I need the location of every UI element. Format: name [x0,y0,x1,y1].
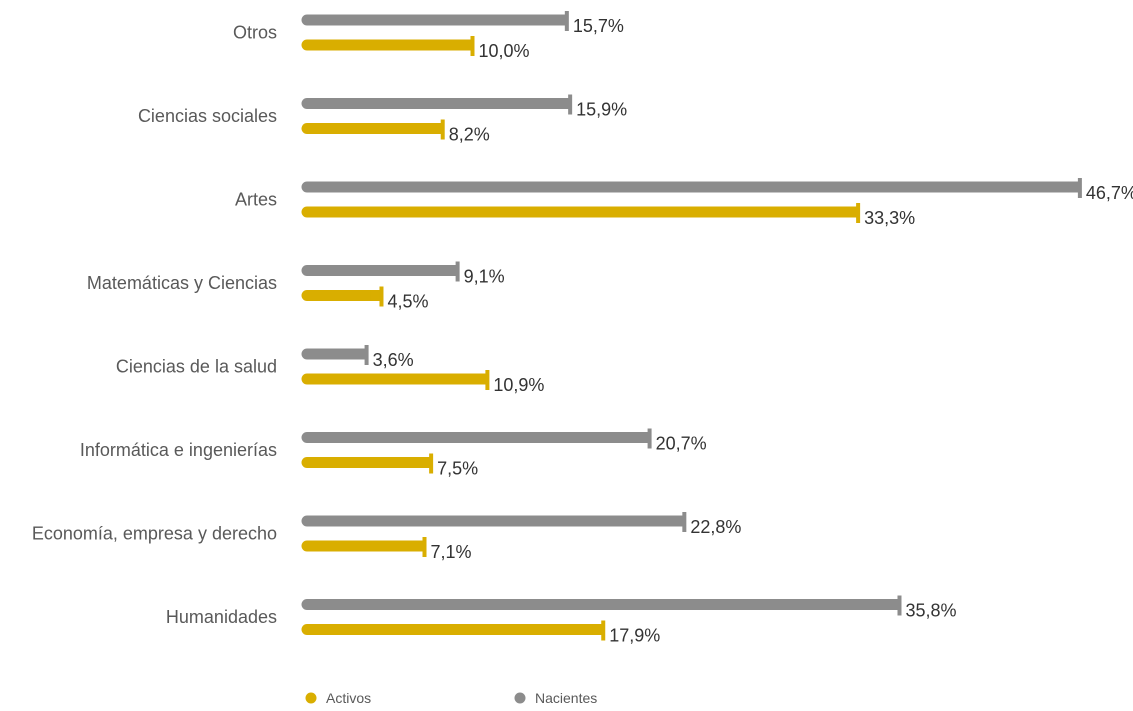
bar-end-activos [847,206,859,218]
legend-label: Activos [326,690,371,706]
bar-activos [301,290,382,301]
bar-activos [301,123,443,134]
bar-end-nacientes [355,348,367,360]
bar-nacientes [301,14,567,26]
category-label: Humanidades [166,607,277,627]
category-label: Otros [233,23,277,43]
category-group-humanidades: Humanidades 35,8% 17,9% [166,595,957,646]
bar-end-nacientes [888,599,900,610]
bar-nacientes [301,515,685,527]
category-label: Matemáticas y Ciencias [87,273,277,293]
bar-end-nacientes [638,432,650,443]
legend-label: Nacientes [535,690,597,706]
bar-activos [301,540,425,552]
bar-end-nacientes [1068,181,1080,193]
bar-nacientes [301,181,1080,193]
legend: Activos Nacientes [305,690,597,706]
bar-end-nacientes [555,14,567,26]
bar-end-tick-activos [470,36,475,56]
category-label: Informática e ingenierías [80,440,277,460]
value-label-nacientes: 46,7% [1086,183,1133,203]
bar-end-nacientes [673,515,685,527]
bar-end-activos [420,457,432,468]
bar-end-activos [370,290,382,301]
value-label-nacientes: 15,7% [573,16,624,36]
value-label-nacientes: 3,6% [373,350,414,370]
category-label: Artes [235,190,277,210]
bar-activos [301,457,432,468]
bar-end-tick-activos [856,203,861,223]
bar-activos [301,39,473,51]
value-label-activos: 8,2% [449,125,490,145]
bar-end-tick-activos [379,286,384,307]
value-label-activos: 7,1% [431,542,472,562]
bar-end-tick-activos [440,119,445,140]
bar-nacientes [301,98,571,109]
category-label: Economía, empresa y derecho [32,524,277,544]
bar-activos [301,373,488,385]
category-group-ciencias-de-la-salud: Ciencias de la salud 3,6% 10,9% [116,345,544,395]
bar-end-tick-nacientes [364,345,369,365]
value-label-nacientes: 9,1% [464,267,505,287]
bar-end-tick-nacientes [1077,178,1082,198]
bar-activos [301,206,859,218]
bar-end-tick-nacientes [455,261,460,282]
bar-end-activos [461,39,473,51]
bar-end-nacientes [446,265,458,276]
bar-end-activos [476,373,488,385]
value-label-activos: 7,5% [437,459,478,479]
bar-end-tick-nacientes [897,595,902,616]
value-label-nacientes: 15,9% [576,100,627,120]
bar-end-activos [413,540,425,552]
bar-end-tick-activos [485,370,490,390]
value-label-nacientes: 22,8% [690,517,741,537]
bar-nacientes [301,432,650,443]
bar-activos [301,624,604,635]
legend-marker [305,692,317,704]
value-label-activos: 17,9% [609,626,660,646]
bar-end-tick-nacientes [568,94,573,115]
bar-end-tick-activos [422,537,427,557]
value-label-activos: 33,3% [864,208,915,228]
bar-end-activos [431,123,443,134]
bar-end-tick-nacientes [682,512,687,532]
category-label: Ciencias de la salud [116,357,277,377]
value-label-activos: 10,0% [479,41,530,61]
category-group-artes: Artes 46,7% 33,3% [235,178,1133,228]
legend-item-nacientes: Nacientes [514,690,597,706]
category-group-ciencias-sociales: Ciencias sociales 15,9% 8,2% [138,94,627,145]
category-group-informatica-e-ingenierias: Informática e ingenierías 20,7% 7,5% [80,428,707,479]
bar-end-tick-activos [429,453,434,474]
category-group-otros: Otros 15,7% 10,0% [233,11,624,61]
bar-end-tick-nacientes [564,11,569,31]
value-label-nacientes: 20,7% [656,434,707,454]
value-label-activos: 10,9% [493,375,544,395]
bars-layer: Otros 15,7% 10,0% Ciencias sociales 15,9% 8,2… [32,11,1133,646]
bar-end-activos [592,624,604,635]
bar-nacientes [301,599,900,610]
category-label: Ciencias sociales [138,106,277,126]
legend-item-activos: Activos [305,690,371,706]
legend-marker [514,692,526,704]
bar-end-tick-nacientes [647,428,652,449]
value-label-nacientes: 35,8% [905,601,956,621]
category-group-matematicas-y-ciencias: Matemáticas y Ciencias 9,1% 4,5% [87,261,505,312]
value-label-activos: 4,5% [387,292,428,312]
bar-nacientes [301,348,367,360]
bar-nacientes [301,265,458,276]
bar-end-nacientes [559,98,571,109]
bar-end-tick-activos [601,620,606,641]
category-group-economia-empresa-y-derecho: Economía, empresa y derecho 22,8% 7,1% [32,512,741,562]
